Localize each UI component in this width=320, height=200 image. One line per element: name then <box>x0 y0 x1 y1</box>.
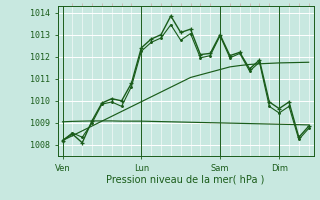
X-axis label: Pression niveau de la mer( hPa ): Pression niveau de la mer( hPa ) <box>107 174 265 184</box>
